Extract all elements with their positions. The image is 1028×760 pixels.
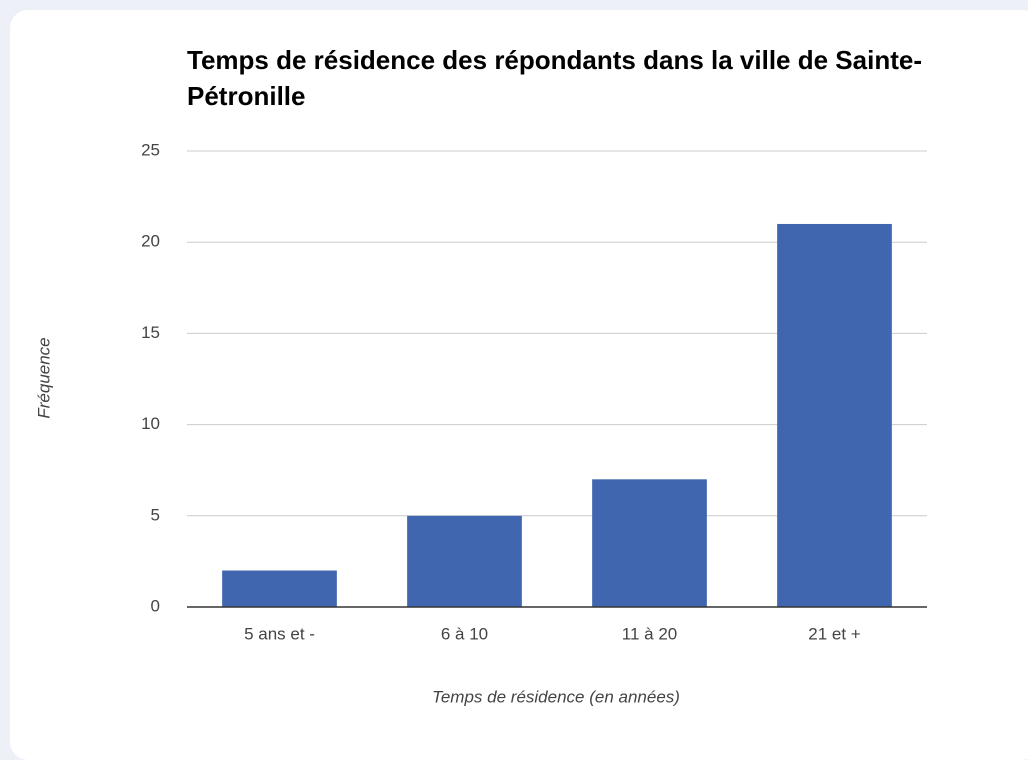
bar [777, 223, 892, 607]
bar [222, 570, 337, 607]
page: {"chart_data": {"type": "bar", "title": … [10, 10, 1028, 760]
y-axis-label: Fréquence [34, 337, 53, 418]
bar [592, 479, 707, 607]
bar [407, 515, 522, 607]
chart: Temps de résidence (en années) Fréquence… [34, 140, 927, 706]
y-tick-label: 15 [141, 323, 160, 342]
x-axis-label: Temps de résidence (en années) [432, 687, 680, 706]
y-tick-label: 25 [141, 140, 160, 159]
y-tick-label: 20 [141, 232, 160, 251]
chart-title: Temps de résidence des répondants dans l… [187, 45, 922, 111]
x-tick-label: 11 à 20 [622, 624, 677, 643]
x-tick-label: 6 à 10 [441, 624, 488, 643]
y-tick-label: 5 [151, 505, 160, 524]
x-tick-label: 21 et + [808, 624, 861, 643]
y-tick-label: 10 [141, 414, 160, 433]
y-tick-label: 0 [151, 596, 160, 615]
x-tick-label: 5 ans et - [244, 624, 315, 643]
